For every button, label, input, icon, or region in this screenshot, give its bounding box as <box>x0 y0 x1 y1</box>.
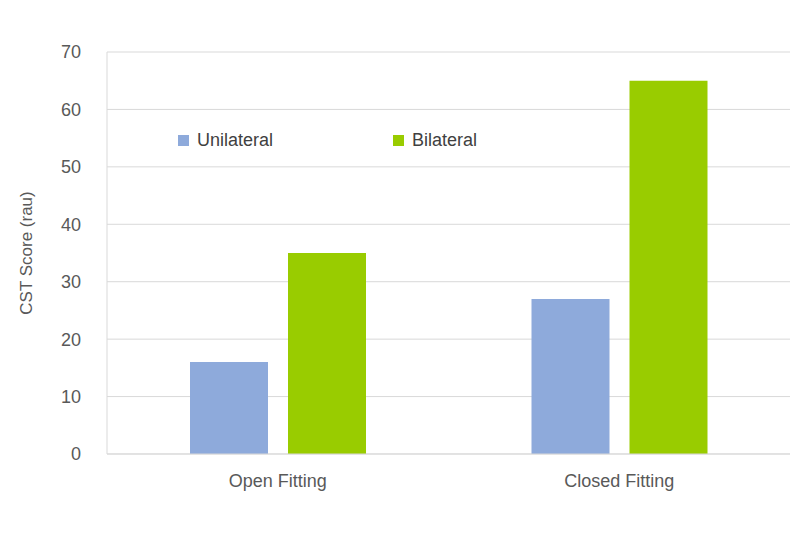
svg-text:40: 40 <box>61 215 81 235</box>
svg-text:20: 20 <box>61 330 81 350</box>
svg-text:0: 0 <box>71 444 81 464</box>
svg-text:10: 10 <box>61 387 81 407</box>
html-text:Bilateral: Bilateral <box>412 130 477 150</box>
svg-text:60: 60 <box>61 100 81 120</box>
svg-text:70: 70 <box>61 42 81 62</box>
svg-text:Open Fitting: Open Fitting <box>229 471 327 491</box>
svg-text:50: 50 <box>61 157 81 177</box>
html-text:Unilateral: Unilateral <box>197 130 273 150</box>
svg-text:30: 30 <box>61 272 81 292</box>
svg-text:Closed Fitting: Closed Fitting <box>564 471 674 491</box>
svg-text:CST Score (rau): CST Score (rau) <box>17 191 36 314</box>
